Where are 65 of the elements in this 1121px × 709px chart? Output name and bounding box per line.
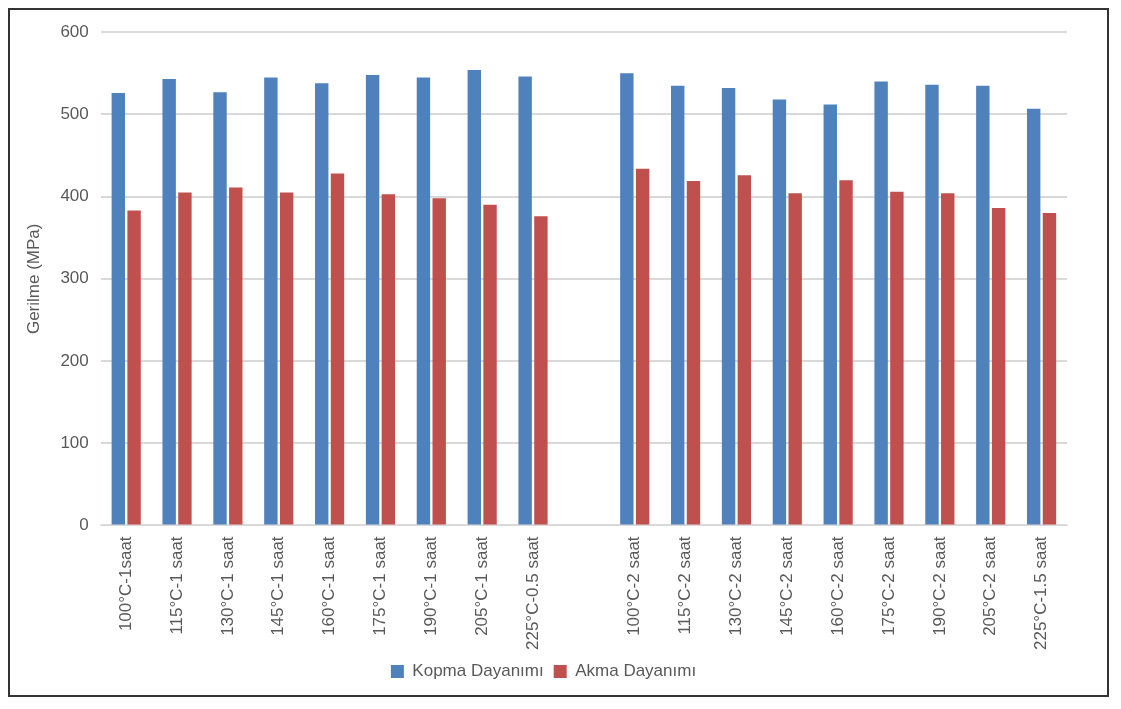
bar <box>686 180 701 525</box>
bar <box>483 204 497 525</box>
x-tick-label: 115°C-1 saat <box>166 536 186 635</box>
x-tick-label: 205°C-2 saat <box>980 536 1000 636</box>
bar <box>635 168 650 525</box>
bar <box>890 191 904 525</box>
bar <box>941 193 955 525</box>
legend-label: Akma Dayanımı <box>575 661 697 681</box>
x-tick-label: 115°C-2 saat <box>675 536 695 635</box>
bar <box>213 92 227 525</box>
x-tick-label: 225°C-1.5 saat <box>1031 536 1051 651</box>
x-tick-label: 190°C-1 saat <box>421 536 441 636</box>
y-tick-label: 200 <box>60 350 89 370</box>
x-tick-label: 100°C-2 saat <box>624 536 644 636</box>
bar <box>365 74 380 525</box>
x-tick-label: 225°C-0.5 saat <box>522 536 542 651</box>
bar <box>823 104 837 525</box>
y-axis-title: Gerilme (MPa) <box>23 223 43 335</box>
bar <box>620 73 634 525</box>
bar <box>229 187 243 525</box>
bar <box>467 70 481 525</box>
y-tick-label: 500 <box>60 104 89 124</box>
bar <box>416 77 431 525</box>
y-tick-label: 400 <box>60 186 89 206</box>
x-tick-label: 145°C-1 saat <box>268 536 288 636</box>
x-tick-label: 145°C-2 saat <box>776 536 796 636</box>
bar <box>671 85 685 525</box>
bar <box>162 79 176 525</box>
bar <box>518 76 532 525</box>
y-tick-label: 100 <box>60 432 89 452</box>
bar <box>925 84 939 525</box>
bar <box>178 192 192 525</box>
x-tick-label: 175°C-2 saat <box>878 536 898 636</box>
bar <box>839 180 853 525</box>
bar <box>264 77 278 525</box>
bar <box>432 198 446 525</box>
bar <box>991 208 1006 525</box>
legend-label: Kopma Dayanımı <box>412 661 544 681</box>
bar <box>976 85 990 525</box>
bar <box>279 192 294 525</box>
x-tick-label: 160°C-1 saat <box>319 536 339 636</box>
y-tick-label: 300 <box>60 268 89 288</box>
bar <box>127 210 141 525</box>
bar <box>721 88 736 525</box>
bar <box>111 93 126 525</box>
x-tick-label: 175°C-1 saat <box>370 536 390 636</box>
bar <box>737 175 752 525</box>
bar <box>1042 213 1057 525</box>
x-tick-label: 160°C-2 saat <box>827 536 847 636</box>
chart-frame: Gerilme (MPa) Kopma Dayanımı Akma Dayanımı 100°C-1saat 115°C-1 saat 130°C-1 saat 145°C-1 saat 160°C-1 saat 175°C-1 saat 190°C-1 saat 205°C-1 saat 225°C-0.5 saat 100°C-2 saat 115°C-2 saat 130°C-2 saat 145°C-2 saat 160°C-2 saat 175°C-2 saat 190°C-2 saat 205°C-2 saat 225°C-1.5 saat 0 100 200 300 400 500 600 <box>8 8 1109 697</box>
bar <box>315 83 329 525</box>
bar <box>772 99 787 525</box>
x-tick-label: 205°C-1 saat <box>471 536 491 636</box>
x-tick-label: 100°C-1saat <box>115 536 135 632</box>
bar <box>1026 108 1041 525</box>
y-tick-label: 0 <box>79 515 89 535</box>
bar <box>381 194 396 525</box>
x-tick-label: 130°C-2 saat <box>726 536 746 636</box>
x-tick-label: 130°C-1 saat <box>217 536 237 636</box>
bar <box>330 173 345 525</box>
bar <box>534 216 548 525</box>
bar <box>788 193 802 525</box>
y-tick-label: 600 <box>60 21 89 41</box>
x-tick-label: 190°C-2 saat <box>929 536 949 636</box>
bar <box>874 81 888 525</box>
